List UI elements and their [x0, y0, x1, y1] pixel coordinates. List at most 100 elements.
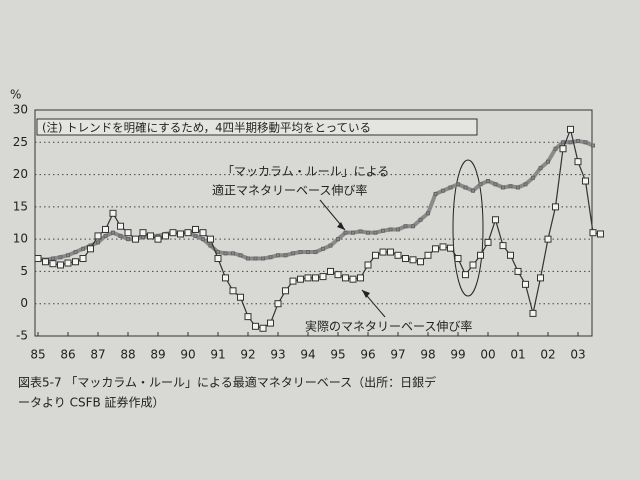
x-tick-label: 96 [360, 348, 375, 362]
y-unit: % [10, 88, 21, 102]
data-point [469, 261, 477, 269]
x-tick-label: 87 [90, 348, 105, 362]
data-point [411, 224, 415, 229]
data-point [357, 274, 364, 282]
data-point [58, 255, 63, 260]
data-point [223, 251, 228, 256]
data-point [268, 255, 273, 260]
data-point [289, 277, 297, 285]
data-point [49, 260, 57, 268]
data-point [447, 244, 454, 252]
data-point [147, 232, 154, 240]
y-tick-label: 25 [13, 135, 28, 149]
data-point [394, 251, 402, 259]
x-tick-label: 92 [240, 348, 255, 362]
data-point [492, 216, 499, 224]
data-point [267, 319, 274, 327]
data-point [238, 253, 243, 258]
data-point [561, 140, 565, 145]
data-point [64, 259, 72, 267]
data-point [283, 253, 288, 258]
y-tick-label: 5 [20, 264, 28, 278]
data-point [349, 275, 357, 283]
data-point [591, 143, 595, 148]
series-label: 適正マネタリーベース伸び率 [212, 183, 367, 198]
data-point [42, 258, 49, 266]
data-point [372, 251, 379, 259]
data-point [207, 235, 214, 243]
data-point [387, 248, 394, 256]
data-point [531, 175, 535, 180]
data-point [57, 261, 64, 269]
data-point [417, 258, 424, 266]
data-point [313, 250, 318, 255]
data-point [432, 245, 439, 253]
data-point [117, 222, 124, 230]
data-point [402, 255, 409, 263]
data-point [306, 250, 310, 255]
data-point [514, 267, 522, 275]
data-point [426, 211, 430, 216]
series-line [37, 127, 601, 329]
data-point [448, 185, 453, 190]
data-point [79, 255, 87, 263]
data-point [522, 280, 529, 288]
data-point [208, 243, 213, 248]
data-point [199, 229, 207, 237]
data-point [259, 324, 267, 332]
data-point [567, 125, 574, 133]
data-point [334, 271, 342, 279]
data-point [538, 166, 543, 171]
data-point [486, 179, 490, 184]
x-tick-label: 88 [120, 348, 135, 362]
data-point [177, 230, 184, 238]
data-point [216, 250, 220, 255]
data-point [484, 238, 492, 246]
data-point [231, 251, 235, 256]
data-point [87, 245, 94, 253]
data-point [124, 229, 132, 237]
data-point [597, 230, 604, 238]
data-point [34, 255, 42, 263]
data-point [433, 191, 438, 196]
data-point [246, 256, 250, 261]
data-point [342, 274, 349, 282]
data-point [499, 242, 507, 250]
data-point [507, 251, 514, 259]
data-point [574, 158, 582, 166]
data-point [111, 230, 115, 235]
data-point [409, 256, 417, 264]
data-point [568, 140, 573, 145]
data-point [214, 255, 222, 263]
annotation: 「マッカラム・ルール」による [222, 165, 389, 179]
data-point [229, 287, 237, 295]
data-point [184, 229, 192, 237]
x-tick-label: 95 [330, 348, 345, 362]
x-tick-label: 86 [60, 348, 75, 362]
data-point [439, 243, 447, 251]
y-tick-label: 10 [13, 232, 28, 246]
data-point [454, 255, 462, 263]
y-tick-label: 15 [13, 199, 28, 213]
data-point [162, 232, 169, 240]
data-point [537, 274, 544, 282]
data-point [81, 246, 85, 251]
plot: -5 0 5 10 15 20 25 30 85 86 87 88 89 90 91 92 93 94 95 96 97… [13, 103, 604, 362]
y-tick-label: 30 [13, 103, 28, 117]
data-point [463, 185, 468, 190]
x-tick-label: 03 [570, 348, 585, 362]
series-label: 実際のマネタリーベース伸び率 [305, 319, 472, 334]
data-point [351, 230, 355, 235]
x-tick-label: 02 [540, 348, 555, 362]
data-point [126, 237, 130, 242]
highlight-ellipse [452, 159, 484, 297]
data-point [364, 261, 372, 269]
arrowhead [337, 222, 345, 230]
data-point [589, 229, 597, 237]
data-point [192, 225, 199, 233]
data-point [553, 146, 558, 151]
x-tick-label: 98 [420, 348, 435, 362]
data-point [358, 229, 363, 234]
